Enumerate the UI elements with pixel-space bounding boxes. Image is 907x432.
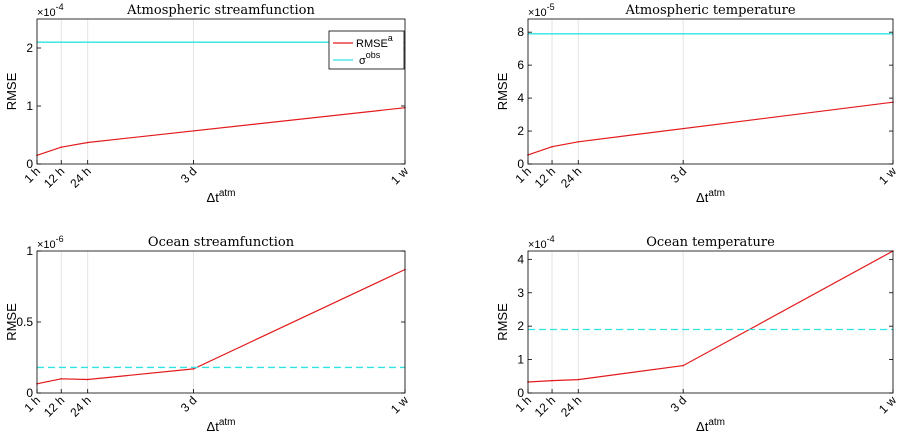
y-tick-label-0: 0 (26, 157, 33, 171)
x-axis-label-base: Δt (696, 419, 709, 432)
x-tick-label-1: 12 h (41, 393, 67, 419)
exponent-label: ×10-4 (37, 2, 64, 19)
x-axis-label-sup: atm (219, 417, 236, 428)
y-axis-label: RMSE (495, 72, 510, 110)
rmse-point-1 (60, 378, 63, 380)
exponent-label-sup: -4 (547, 234, 555, 244)
chart-title: Atmospheric temperature (624, 3, 795, 18)
plot-area (37, 251, 405, 393)
x-axis-label: Δtatm (207, 417, 236, 432)
rmse-point-1 (60, 146, 63, 148)
x-tick-label-4: 1 w (388, 164, 411, 187)
exponent-label-sup: -4 (56, 2, 64, 12)
y-tick-label-4: 4 (517, 252, 524, 266)
chart-title: Atmospheric streamfunction (126, 3, 315, 18)
exponent-label-base: ×10 (528, 239, 547, 251)
exponent-label: ×10-6 (37, 234, 64, 251)
x-tick-label-1: 12 h (41, 164, 67, 190)
x-tick-label-3: 3 d (178, 164, 200, 186)
x-tick-label-3: 3 d (178, 393, 200, 415)
y-tick-label-1: 0.5 (16, 315, 33, 329)
exponent-label-base: ×10 (37, 7, 56, 19)
x-tick-label-1: 12 h (532, 164, 558, 190)
x-axis-label-sup: atm (219, 188, 236, 199)
y-tick-label-0: 0 (26, 386, 33, 400)
legend-obs-label: σobs (359, 50, 381, 67)
chart-title: Ocean streamfunction (148, 235, 295, 250)
y-tick-label-1: 1 (517, 353, 524, 367)
axes-box (527, 250, 894, 394)
y-tick-label-2: 1 (26, 244, 33, 258)
plot-area (528, 251, 893, 393)
x-axis-label-base: Δt (696, 190, 709, 205)
exponent-label-base: ×10 (37, 239, 56, 251)
panel-3: 0 0.5 1 1 h12 h 24 h 3 d 1 w ×10-6 Ocean streamf… (4, 234, 411, 432)
y-tick-label-3: 3 (517, 286, 524, 300)
x-tick-label-3: 3 d (668, 164, 690, 186)
x-tick-label-0: 1 h (512, 393, 534, 415)
x-tick-label-0: 1 h (21, 393, 43, 415)
y-axis-label: RMSE (4, 72, 19, 110)
x-axis-label-base: Δt (207, 190, 220, 205)
exponent-label-sup: -5 (547, 2, 555, 12)
y-tick-label-2: 2 (517, 319, 524, 333)
y-tick-label-0: 0 (517, 386, 524, 400)
rmse-point-1 (551, 145, 553, 148)
y-axis-label: RMSE (495, 303, 510, 341)
x-axis-label: Δtatm (207, 188, 236, 205)
y-tick-label-1: 2 (517, 124, 524, 138)
x-tick-label-2: 24 h (67, 393, 93, 419)
rmse-point-2 (86, 378, 89, 381)
x-tick-label-2: 24 h (558, 164, 584, 190)
x-tick-label-0: 1 h (512, 164, 534, 186)
rmse-point-2 (577, 378, 580, 381)
panel-4: 0 1 2 3 4 1 h12 h 24 h 3 d 1 w ×10-4 Ocean tempera… (495, 234, 899, 432)
x-axis-label-sup: atm (708, 417, 725, 428)
x-axis-label-base: Δt (207, 419, 220, 432)
exponent-label-sup: -6 (56, 234, 64, 244)
legend-obs-label-base: σ (359, 55, 366, 67)
x-tick-label-1: 12 h (532, 393, 558, 419)
x-axis-label: Δtatm (696, 417, 725, 432)
rmse-point-2 (86, 141, 89, 144)
plot-area (528, 19, 893, 164)
legend-box (328, 30, 405, 70)
rmse-line (527, 101, 894, 156)
legend-rmse-label-base: RMSE (356, 38, 388, 50)
axes-box (36, 18, 406, 165)
panel-1: 0 1 2 1 h12 h 24 h 3 d 1 w ×10-4 Atmospheric str… (4, 2, 411, 205)
rmse-point-3 (192, 368, 195, 370)
exponent-label-base: ×10 (528, 7, 547, 19)
legend-rmse-label: RMSEa (356, 33, 393, 50)
y-axis-label: RMSE (4, 303, 19, 341)
x-tick-label-0: 1 h (21, 164, 43, 186)
axes-box (527, 18, 894, 165)
rmse-line (36, 107, 406, 156)
rmse-point-3 (682, 364, 684, 367)
x-axis-label-sup: atm (708, 188, 725, 199)
x-tick-label-4: 1 w (876, 393, 899, 416)
chart-title: Ocean temperature (646, 235, 775, 250)
rmse-point-1 (551, 379, 553, 382)
x-tick-label-4: 1 w (876, 164, 899, 187)
exponent-label: ×10-5 (528, 2, 555, 19)
x-tick-label-2: 24 h (558, 393, 584, 419)
legend-obs-label-sup: obs (366, 50, 381, 60)
y-tick-label-3: 6 (517, 58, 524, 72)
x-tick-label-4: 1 w (388, 393, 411, 416)
x-tick-label-3: 3 d (668, 393, 690, 415)
y-tick-label-2: 2 (26, 41, 33, 55)
x-tick-label-2: 24 h (67, 164, 93, 190)
rmse-point-2 (577, 140, 580, 143)
x-axis-label: Δtatm (696, 188, 725, 205)
panel-2: 0 2 4 6 8 1 h12 h 24 h 3 d 1 w ×10-5 Atmospheric t… (495, 2, 899, 205)
y-tick-label-1: 1 (26, 99, 33, 113)
y-tick-label-0: 0 (517, 157, 524, 171)
y-tick-label-4: 8 (517, 25, 524, 39)
y-tick-label-2: 4 (517, 91, 524, 105)
exponent-label: ×10-4 (528, 234, 555, 251)
legend-rmse-label-sup: a (388, 33, 393, 43)
